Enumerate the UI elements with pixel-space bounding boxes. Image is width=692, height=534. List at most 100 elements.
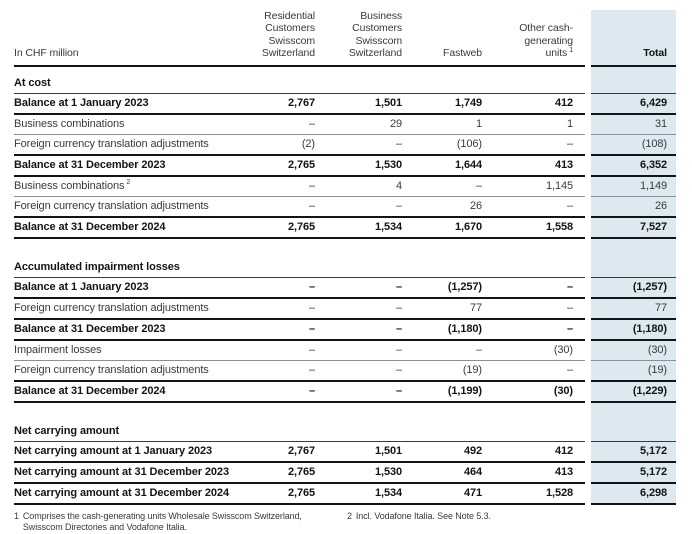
cell-value: 1,534 [327,481,414,505]
table-row: Net carrying amount at 31 December 2024 2… [14,481,676,505]
table-row: Foreign currency translation adjustments… [14,297,676,319]
column-gap [585,380,591,402]
row-label-text: Net carrying amount at 31 December 2024 [14,487,229,499]
column-gap [585,134,591,155]
cell-value: 1,644 [414,153,494,177]
cell-value: 413 [494,460,585,484]
cell-value: 1,145 [494,175,585,197]
cell-value: (30) [591,339,676,361]
column-gap [585,297,591,319]
cell-value: 1,528 [494,481,585,505]
row-label-text: Balance at 1 January 2023 [14,97,149,109]
cell-value: – [414,175,494,197]
cell-value: – [494,297,585,319]
row-label-text: Foreign currency translation adjustments [14,138,209,150]
row-label-text: Balance at 31 December 2023 [14,323,166,335]
footnotes: 1 Comprises the cash-generating units Wh… [14,511,676,534]
cell-value: – [327,297,414,319]
cell-value: 464 [414,460,494,484]
cell-value: – [240,360,327,381]
cell-value: – [327,360,414,381]
cell-value: (1,257) [591,277,676,299]
cell-value: – [494,360,585,381]
cell-value: (2) [240,134,327,155]
gap [14,402,585,415]
cell-value: 77 [414,297,494,319]
cell-value: 6,298 [591,481,676,505]
section-title: Accumulated impairment losses [14,250,585,278]
cell-value: – [414,339,494,361]
footnote-1: 1 Comprises the cash-generating units Wh… [14,511,334,534]
cell-value: 412 [494,441,585,463]
cell-value: 2,765 [240,460,327,484]
cell-value: – [240,113,327,135]
cell-value: – [327,317,414,341]
column-gap [585,216,591,238]
table-body: At cost Balance at 1 January 2023 2,767 1,5… [14,65,676,505]
total-band-cell [591,65,676,94]
cell-value: (1,199) [414,379,494,403]
column-gap [585,93,591,114]
row-label-text: Net carrying amount at 1 January 2023 [14,445,213,457]
table-row: Business combinations 2–4–1,145 1,149 [14,175,676,197]
column-gap [585,360,591,381]
table-row: Balance at 1 January 2023– – (1,257) – (1,25… [14,277,676,299]
column-header-residential-customers: Residential Customers Swisscom Switzerla… [240,10,327,67]
row-label: Net carrying amount at 1 January 2023 [14,441,240,463]
cell-value: 1 [414,113,494,135]
goodwill-table: In CHF million Residential Customers Swi… [14,10,676,505]
column-gap [585,196,591,217]
section-header-row: Net carrying amount [14,414,676,442]
cell-value: (30) [494,339,585,361]
cell-value: – [240,339,327,361]
cell-value: – [494,196,585,217]
cell-value: 1,530 [327,460,414,484]
column-header-business-customers: Business Customers Swisscom Switzerland [327,10,414,67]
cell-value: 2,765 [240,215,327,239]
cell-value: (1,180) [414,317,494,341]
footnote-2-text: Incl. Vodafone Italia. See Note 5.3. [355,510,491,521]
cell-value: (1,229) [591,379,676,403]
cell-value: 1,558 [494,215,585,239]
cell-value: 2,767 [240,93,327,115]
header-row: In CHF million Residential Customers Swi… [14,10,676,67]
row-label-text: Balance at 1 January 2023 [14,281,149,293]
cell-value: 29 [327,113,414,135]
cell-value: – [327,379,414,403]
cell-value: – [240,277,327,299]
column-header-other-units: Other cash- generating units 1 [494,10,585,67]
table-row: Foreign currency translation adjustments… [14,360,676,381]
cell-value: 1,530 [327,153,414,177]
table-row: Balance at 31 December 2023– – (1,180) – (1,… [14,317,676,341]
table-row: Balance at 31 December 2023 2,765 1,530 1,6… [14,153,676,177]
cell-value: – [327,134,414,155]
footnote-2: 2 Incl. Vodafone Italia. See Note 5.3. [347,511,491,523]
column-gap [585,318,591,340]
cell-value: – [327,339,414,361]
cell-value: 26 [414,196,494,217]
total-band-cell [591,414,676,442]
cell-value: 1,670 [414,215,494,239]
column-gap [585,482,591,504]
cell-value: – [240,379,327,403]
cell-value: (19) [414,360,494,381]
table-header: In CHF million Residential Customers Swi… [14,10,676,67]
row-label-text: Balance at 31 December 2024 [14,221,166,233]
row-label-text: Foreign currency translation adjustments [14,364,209,376]
row-label-text: Foreign currency translation adjustments [14,200,209,212]
column-gap [585,277,591,298]
cell-value: 2,765 [240,481,327,505]
cell-value: 2,765 [240,153,327,177]
column-gap [585,401,591,415]
column-gap [585,175,591,196]
column-gap [585,10,591,66]
column-gap [585,65,591,93]
section-title: Net carrying amount [14,414,585,442]
cell-value: 2,767 [240,441,327,463]
footnote-2-marker: 2 [347,510,352,521]
column-gap [585,237,591,251]
column-gap [585,461,591,483]
table-row: Balance at 31 December 2024– – (1,199) (30)… [14,379,676,403]
row-label-text: Business combinations [14,118,125,130]
